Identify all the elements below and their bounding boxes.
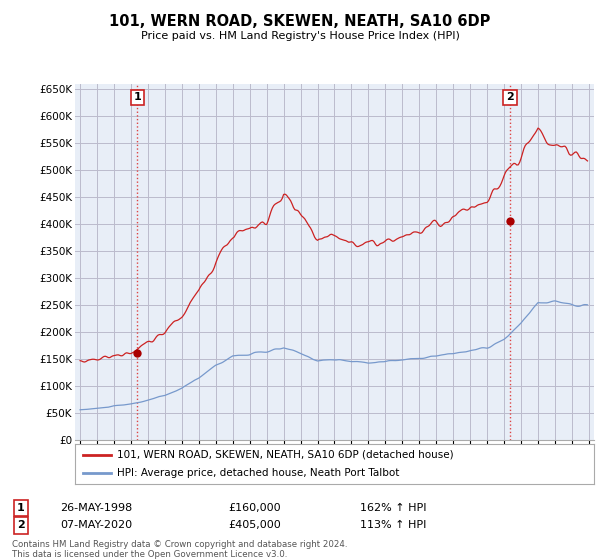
Text: HPI: Average price, detached house, Neath Port Talbot: HPI: Average price, detached house, Neat… xyxy=(116,468,399,478)
Text: £405,000: £405,000 xyxy=(228,520,281,530)
Text: 101, WERN ROAD, SKEWEN, NEATH, SA10 6DP: 101, WERN ROAD, SKEWEN, NEATH, SA10 6DP xyxy=(109,14,491,29)
Text: 2: 2 xyxy=(506,92,514,102)
Text: Contains HM Land Registry data © Crown copyright and database right 2024.
This d: Contains HM Land Registry data © Crown c… xyxy=(12,540,347,559)
Text: 1: 1 xyxy=(134,92,141,102)
Text: Price paid vs. HM Land Registry's House Price Index (HPI): Price paid vs. HM Land Registry's House … xyxy=(140,31,460,41)
Text: 26-MAY-1998: 26-MAY-1998 xyxy=(60,503,132,513)
Text: 101, WERN ROAD, SKEWEN, NEATH, SA10 6DP (detached house): 101, WERN ROAD, SKEWEN, NEATH, SA10 6DP … xyxy=(116,450,453,460)
Text: 113% ↑ HPI: 113% ↑ HPI xyxy=(360,520,427,530)
Text: 07-MAY-2020: 07-MAY-2020 xyxy=(60,520,132,530)
Text: 162% ↑ HPI: 162% ↑ HPI xyxy=(360,503,427,513)
Text: £160,000: £160,000 xyxy=(228,503,281,513)
Text: 1: 1 xyxy=(17,503,25,513)
Text: 2: 2 xyxy=(17,520,25,530)
